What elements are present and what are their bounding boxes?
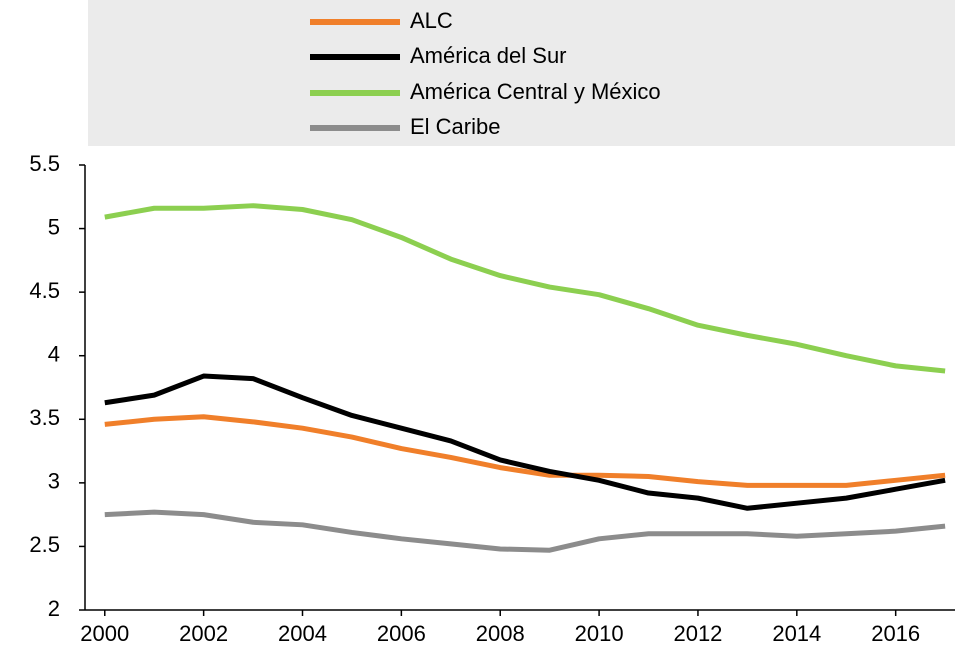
x-tick-label: 2010 [575, 621, 624, 646]
y-tick-label: 4 [48, 342, 60, 367]
legend-label: América Central y México [410, 79, 661, 104]
x-tick-label: 2012 [673, 621, 722, 646]
y-tick-label: 5 [48, 214, 60, 239]
legend-label: El Caribe [410, 114, 500, 139]
series-line [104, 509, 946, 553]
series-line [104, 373, 946, 511]
x-tick-label: 2000 [80, 621, 129, 646]
series-line [104, 414, 946, 488]
legend-label: ALC [410, 8, 453, 33]
x-tick-label: 2002 [179, 621, 228, 646]
y-tick-label: 3 [48, 469, 60, 494]
x-tick-label: 2008 [476, 621, 525, 646]
y-tick-label: 5.5 [29, 151, 60, 176]
legend-background [88, 0, 955, 146]
x-tick-label: 2006 [377, 621, 426, 646]
x-tick-label: 2004 [278, 621, 327, 646]
series-line [104, 203, 946, 374]
y-tick-label: 2 [48, 596, 60, 621]
y-tick-label: 2.5 [29, 532, 60, 557]
y-tick-label: 3.5 [29, 405, 60, 430]
x-tick-label: 2014 [772, 621, 821, 646]
legend-label: América del Sur [410, 43, 567, 68]
x-tick-label: 2016 [871, 621, 920, 646]
y-tick-label: 4.5 [29, 278, 60, 303]
